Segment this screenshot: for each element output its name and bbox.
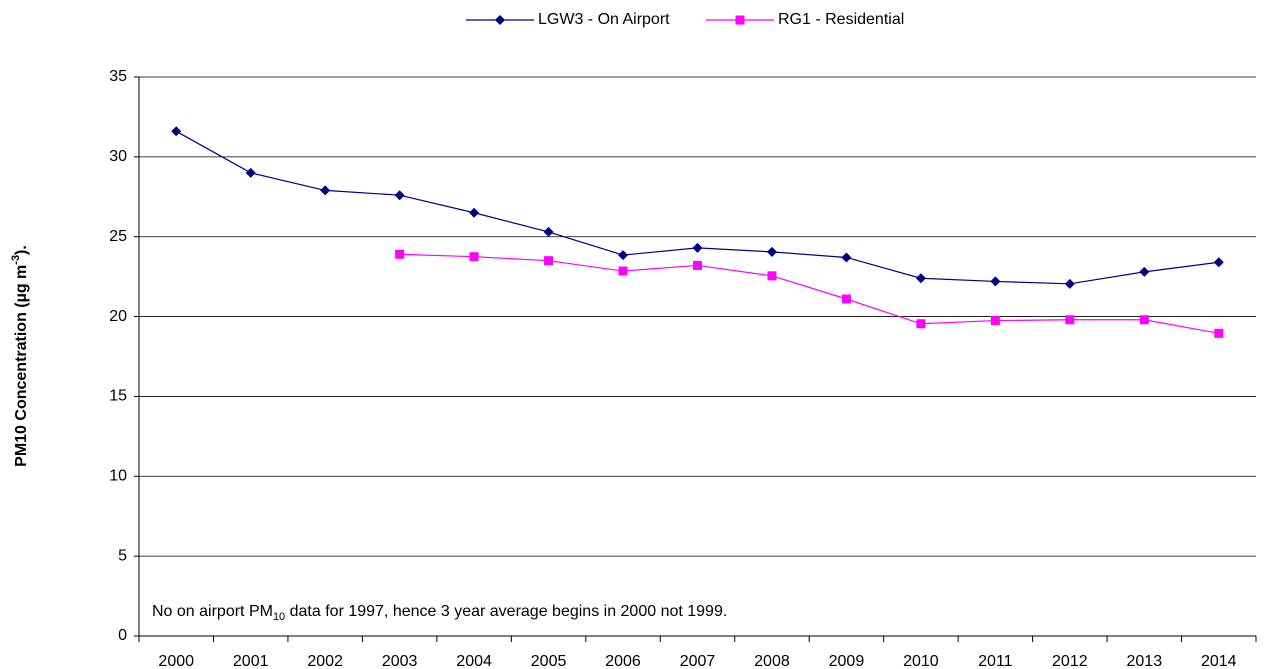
marker	[735, 15, 745, 25]
annotation-end: data for 1997, hence 3 year average begi…	[285, 603, 727, 620]
x-tick-label: 2013	[1127, 653, 1163, 669]
marker	[1213, 257, 1224, 268]
y-tick-label: 0	[118, 627, 127, 644]
marker	[544, 256, 554, 266]
annotation: No on airport PM10 data for 1997, hence …	[152, 603, 727, 623]
x-tick-label: 2006	[605, 653, 641, 669]
marker	[469, 252, 479, 262]
x-tick-label: 2001	[233, 653, 269, 669]
x-tick-label: 2014	[1201, 653, 1237, 669]
y-label-text: PM10 Concentration (µg m	[13, 265, 30, 467]
legend-label: RG1 - Residential	[778, 11, 904, 28]
marker	[320, 185, 331, 196]
y-tick-label: 35	[109, 68, 127, 85]
annotation-sub: 10	[273, 611, 285, 623]
y-tick-label: 5	[118, 547, 127, 564]
x-tick-label: 2009	[829, 653, 865, 669]
x-tick-label: 2012	[1052, 653, 1088, 669]
marker	[469, 207, 480, 218]
y-tick-label: 25	[109, 228, 127, 245]
marker	[841, 294, 851, 304]
marker	[618, 266, 628, 276]
marker	[766, 246, 777, 257]
x-tick-label: 2011	[978, 653, 1013, 669]
y-label-sup: -3	[10, 255, 22, 265]
y-tick-label: 15	[109, 388, 127, 405]
marker	[915, 273, 926, 284]
marker	[394, 190, 405, 201]
x-tick-label: 2005	[531, 653, 567, 669]
y-axis-label: PM10 Concentration (µg m-3).	[10, 245, 30, 467]
y-tick-label: 20	[109, 308, 127, 325]
marker	[916, 319, 926, 329]
y-tick-label: 30	[109, 148, 127, 165]
x-tick-label: 2003	[382, 653, 418, 669]
marker	[171, 126, 182, 137]
annotation-text: No on airport PM	[152, 603, 273, 620]
series-line	[399, 253, 1219, 334]
series-line	[175, 130, 1219, 285]
marker	[841, 252, 852, 263]
marker	[1064, 278, 1075, 289]
marker	[1065, 315, 1075, 325]
x-tick-label: 2002	[307, 653, 343, 669]
marker	[495, 15, 505, 25]
y-label-end: ).	[13, 245, 30, 255]
marker	[1214, 328, 1224, 338]
x-tick-label: 2008	[754, 653, 790, 669]
legend-label: LGW3 - On Airport	[538, 11, 670, 28]
marker	[692, 242, 703, 253]
y-tick-label: 10	[109, 468, 127, 485]
marker	[1139, 315, 1149, 325]
x-tick-label: 2010	[903, 653, 939, 669]
marker	[990, 316, 1000, 326]
x-tick-label: 2004	[456, 653, 492, 669]
x-tick-label: 2007	[680, 653, 716, 669]
marker	[245, 167, 256, 178]
marker	[395, 249, 405, 259]
marker	[767, 271, 777, 281]
marker	[1139, 266, 1150, 277]
marker	[693, 260, 702, 270]
marker	[543, 226, 554, 237]
marker	[990, 276, 1001, 287]
marker	[618, 250, 629, 261]
x-tick-label: 2000	[158, 653, 194, 669]
